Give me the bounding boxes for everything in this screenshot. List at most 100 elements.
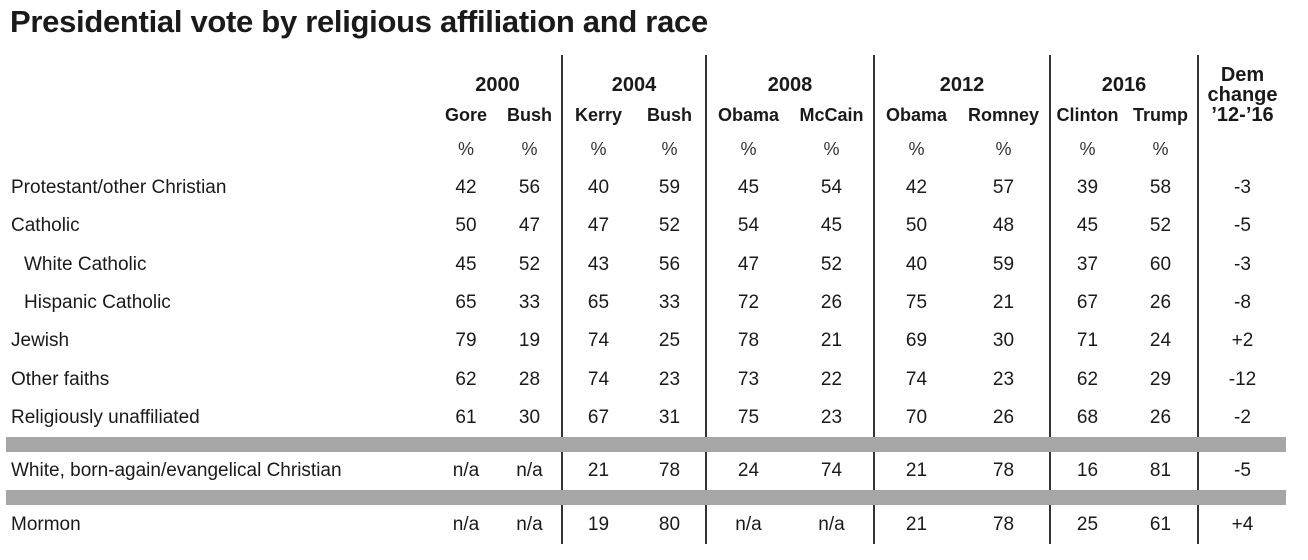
unit-label: %	[521, 138, 538, 159]
vote-share-cell: 21	[992, 292, 1015, 314]
vote-share-cell: 80	[658, 513, 681, 535]
vote-share-cell: 21	[820, 330, 843, 352]
vote-share-cell: 59	[992, 253, 1015, 275]
vote-share-cell: 48	[992, 215, 1015, 237]
vote-share-cell: 45	[455, 253, 477, 275]
candidate-header: Trump	[1132, 104, 1188, 125]
vote-share-cell: 81	[1149, 460, 1172, 482]
dem-change-cell: -5	[1197, 207, 1286, 246]
vote-share-cell: 25	[658, 330, 681, 352]
dem-change-header: Dem change ’12-’16	[1197, 55, 1286, 129]
candidate-header: Romney	[967, 104, 1039, 125]
vote-share-cell: 47	[518, 215, 541, 237]
vote-share-cell: 29	[1149, 368, 1172, 390]
candidate-header: Obama	[873, 101, 958, 129]
dem-change-cell: -12	[1197, 360, 1286, 399]
vote-share-cell: 74	[561, 322, 634, 361]
table-row: White Catholic 45 52 43 56 47 52 40 59 37 60 -3	[6, 245, 1286, 284]
vote-share-cell: 67	[1049, 283, 1124, 323]
vote-share-cell: 19	[561, 505, 634, 544]
vote-share-cell: 19	[518, 330, 541, 352]
vote-share-cell: 45	[820, 215, 843, 237]
vote-share-cell: 21	[561, 452, 634, 491]
chart-title: Presidential vote by religious affiliati…	[10, 4, 708, 39]
row-label: Religiously unaffiliated	[11, 406, 200, 428]
vote-share-cell: 62	[1049, 360, 1124, 399]
vote-share-cell: 79	[455, 330, 477, 352]
row-label: White, born-again/evangelical Christian	[11, 460, 342, 482]
year-header: 2012	[873, 55, 1050, 101]
unit-label: %	[873, 129, 958, 169]
vote-share-cell: 43	[561, 245, 634, 284]
vote-share-cell: 58	[1149, 177, 1172, 199]
vote-share-cell: 56	[658, 253, 681, 275]
row-separator	[6, 490, 1286, 506]
vote-share-cell: 61	[455, 406, 477, 428]
candidate-header: Clinton	[1049, 101, 1124, 129]
vote-share-cell: n/a	[516, 460, 543, 482]
row-label: Catholic	[11, 215, 80, 237]
year-header: 2016	[1049, 55, 1198, 101]
vote-share-cell: 70	[873, 398, 958, 438]
vote-share-cell: 62	[455, 368, 477, 390]
vote-share-cell: 31	[658, 406, 681, 428]
table-row: Mormon n/a n/a 19 80 n/a n/a 21 78 25 61 +4	[6, 505, 1286, 544]
vote-share-cell: 78	[992, 513, 1015, 535]
dem-change-header-line: ’12-’16	[1211, 104, 1274, 126]
vote-share-cell: 24	[705, 452, 790, 491]
vote-share-cell: 56	[518, 177, 541, 199]
vote-share-cell: 52	[518, 253, 541, 275]
vote-share-cell: 54	[820, 177, 843, 199]
vote-share-cell: 71	[1049, 322, 1124, 361]
row-label: Hispanic Catholic	[24, 292, 171, 314]
vote-share-cell: 69	[873, 322, 958, 361]
table-row: Hispanic Catholic 65 33 65 33 72 26 75 21 67 26 -8	[6, 283, 1286, 323]
header-blank	[1197, 129, 1286, 169]
vote-share-cell: 47	[561, 207, 634, 246]
vote-share-cell: 22	[820, 368, 843, 390]
unit-label: %	[457, 138, 474, 159]
vote-share-cell: 26	[820, 292, 843, 314]
unit-label: %	[561, 129, 634, 169]
vote-share-cell: 75	[873, 283, 958, 323]
vote-share-cell: 68	[1049, 398, 1124, 438]
table-row: Other faiths 62 28 74 23 73 22 74 23 62 29 -12	[6, 360, 1286, 399]
vote-share-cell: 23	[992, 368, 1015, 390]
vote-share-cell: 50	[455, 215, 477, 237]
vote-share-cell: n/a	[516, 513, 543, 535]
vote-share-cell: 65	[561, 283, 634, 323]
candidate-header: Gore	[444, 104, 487, 125]
table-row: White, born-again/evangelical Christian n…	[6, 452, 1286, 491]
vote-share-cell: n/a	[705, 505, 790, 544]
candidate-header: Bush	[647, 104, 692, 125]
vote-share-cell: 40	[561, 169, 634, 208]
vote-share-cell: 33	[518, 292, 541, 314]
vote-share-cell: 26	[992, 406, 1015, 428]
vote-share-cell: 52	[820, 253, 843, 275]
vote-share-cell: 30	[518, 406, 541, 428]
vote-share-cell: 26	[1149, 292, 1172, 314]
table-row: Religiously unaffiliated 61 30 67 31 75 23 70 26…	[6, 398, 1286, 438]
vote-share-cell: 61	[1149, 513, 1172, 535]
dem-change-cell: -3	[1197, 245, 1286, 284]
unit-label: %	[661, 138, 678, 159]
vote-share-cell: 23	[658, 368, 681, 390]
dem-change-header-line: Dem	[1220, 64, 1265, 86]
vote-share-cell: 78	[658, 460, 681, 482]
candidate-header: Bush	[507, 104, 552, 125]
unit-label: %	[705, 129, 790, 169]
unit-label: %	[823, 138, 840, 159]
header-blank	[6, 101, 434, 129]
vote-share-cell: 50	[873, 207, 958, 246]
row-label: Jewish	[11, 330, 70, 352]
header-blank	[6, 129, 434, 169]
vote-share-cell: 23	[820, 406, 843, 428]
vote-share-cell: 47	[705, 245, 790, 284]
dem-change-cell: -8	[1197, 283, 1286, 323]
vote-share-cell: 52	[1149, 215, 1172, 237]
vote-share-cell: 26	[1149, 406, 1172, 428]
vote-share-cell: 24	[1149, 330, 1172, 352]
vote-share-cell: 72	[705, 283, 790, 323]
year-header: 2004	[561, 55, 706, 101]
candidate-header: Obama	[705, 101, 790, 129]
